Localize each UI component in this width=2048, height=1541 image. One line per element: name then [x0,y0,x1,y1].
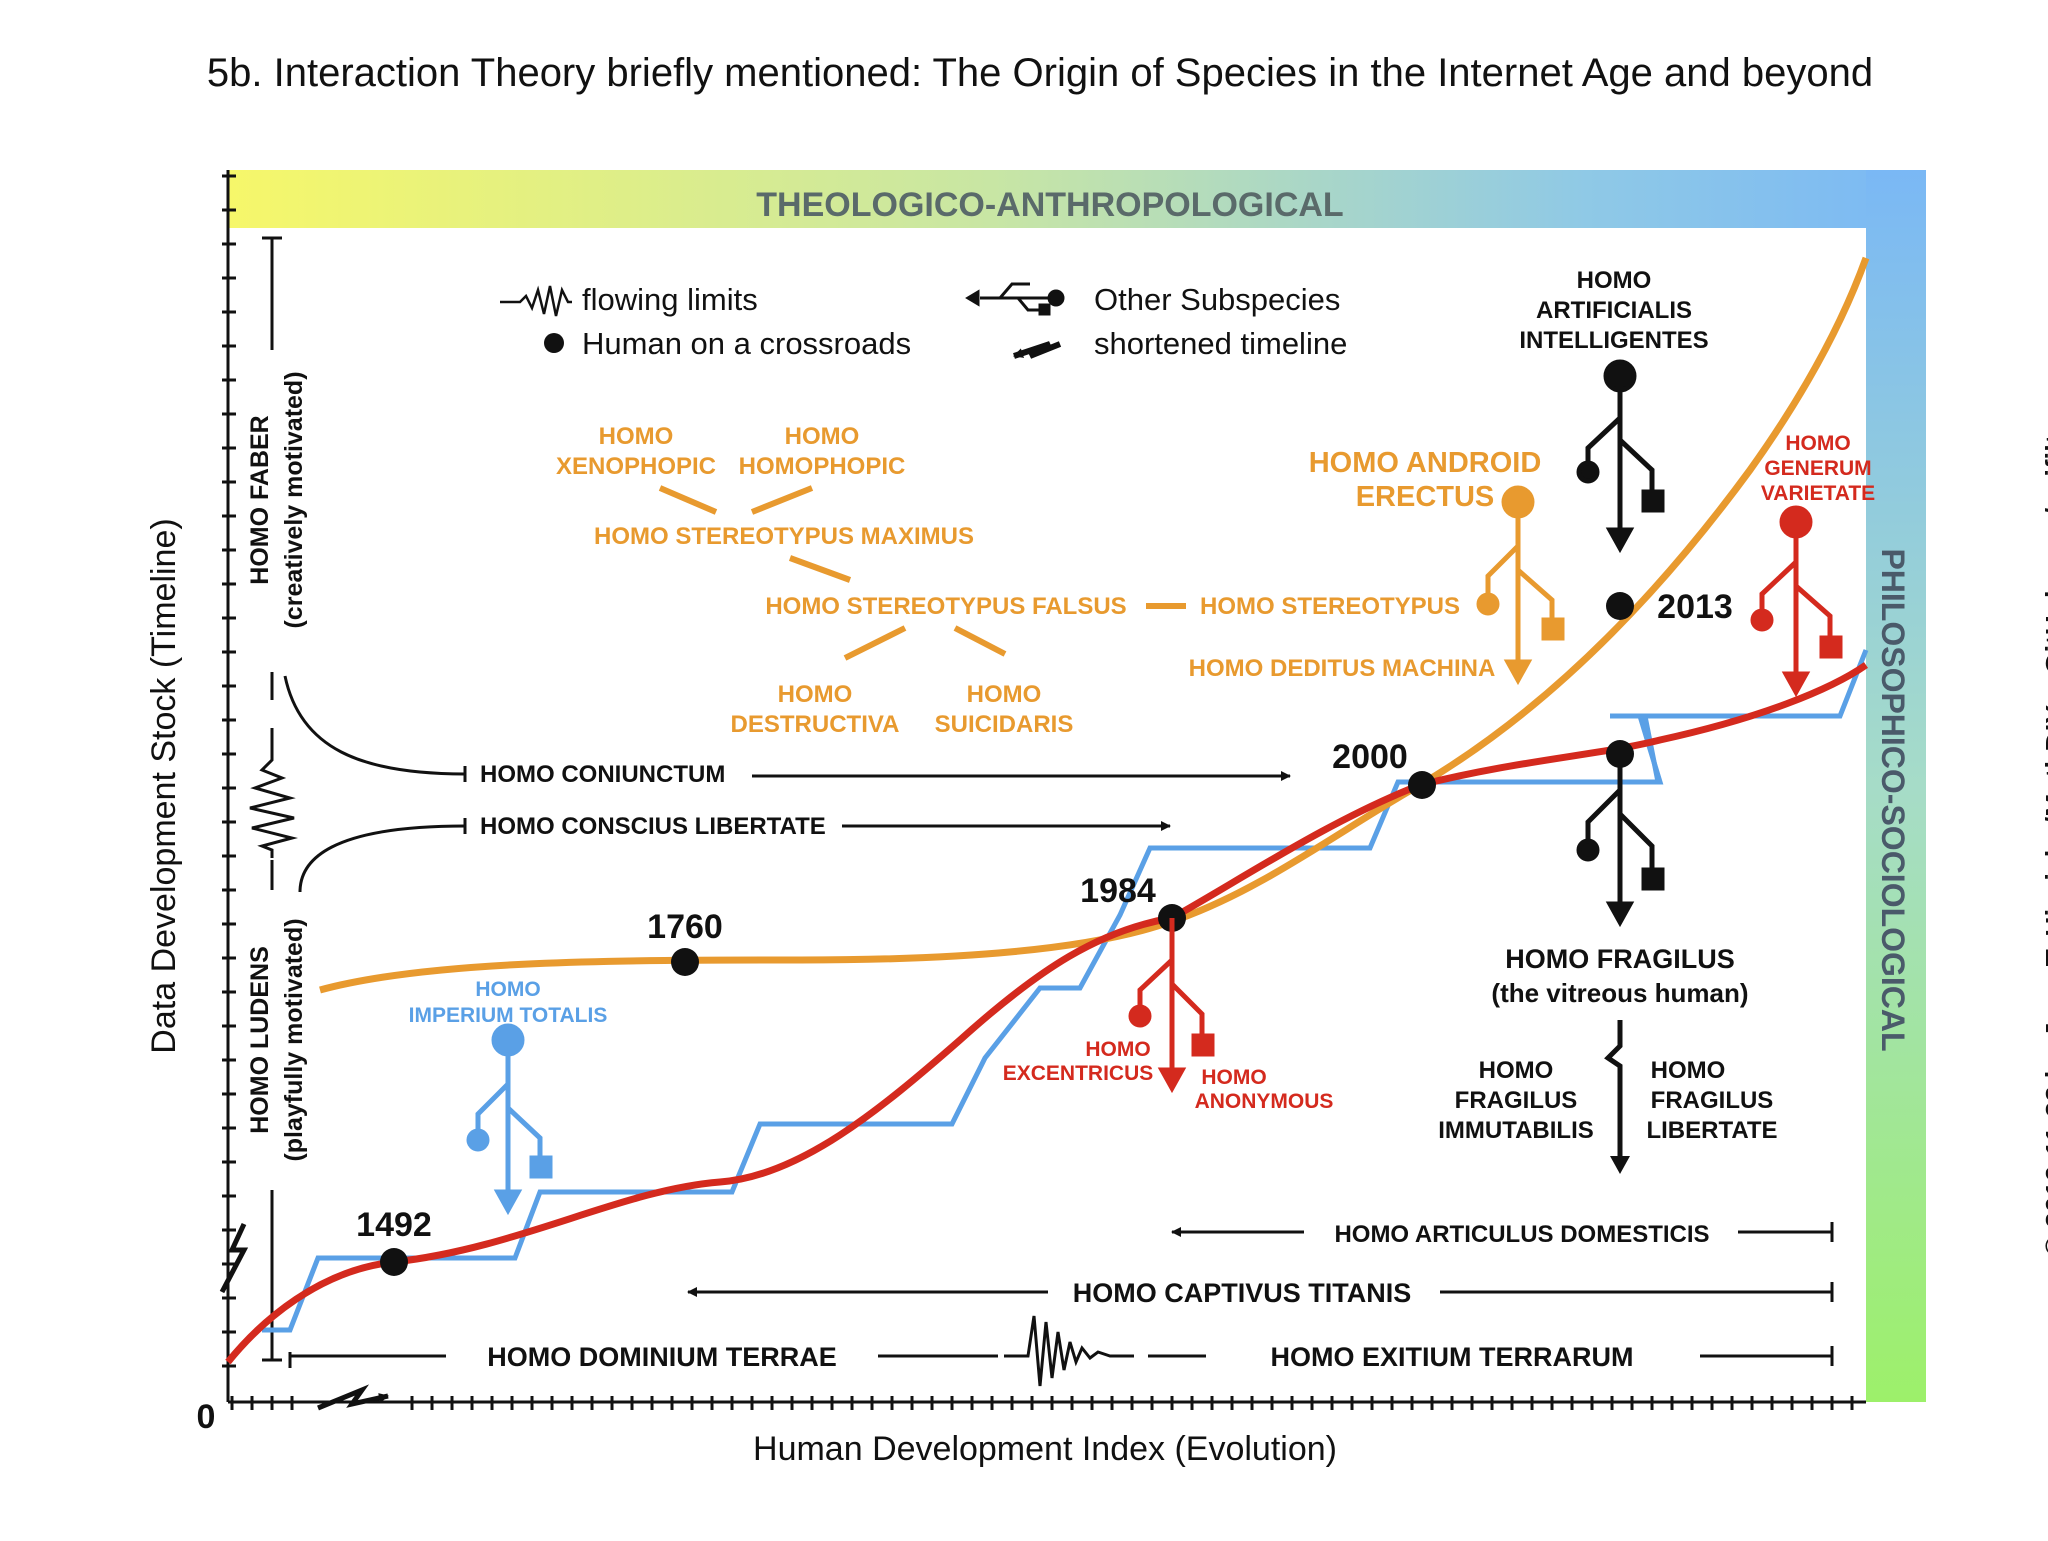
shortened-timeline-legend-icon [1013,341,1062,359]
usb-figure-excentricus [1128,918,1215,1094]
shortened-timeline-y-icon [219,1222,249,1294]
label-ai-2: ARTIFICIALIS [1536,297,1692,324]
legend-shortened: shortened timeline [1094,326,1347,361]
right-band [1866,170,1926,1402]
usb-figure-ai [1576,359,1665,554]
label-dominium: HOMO DOMINIUM TERRAE [487,1342,836,1372]
diagram-title: 5b. Interaction Theory briefly mentioned… [207,51,1873,95]
label-domesticis: HOMO ARTICULUS DOMESTICIS [1334,1221,1709,1248]
origin-label: 0 [197,1398,216,1436]
top-band-label: THEOLOGICO-ANTHROPOLOGICAL [756,186,1343,224]
label-generum-2: GENERUM [1764,457,1871,480]
label-libertate-3: LIBERTATE [1646,1117,1777,1144]
orange-curve [319,256,1870,994]
flowing-limits-vertical-icon [249,728,298,858]
homo-faber-sub: (creatively motivated) [280,371,308,628]
blue-step-line-upper [1398,649,1869,785]
x-axis-label: Human Development Index (Evolution) [753,1430,1337,1468]
copyright-prefix: © 2019-11-22 by Jens T. Hinrichs/MathDIY… [2040,674,2048,1256]
label-imperium-1: HOMO [475,978,540,1001]
label-homophopic-2: HOMOPHOPIC [739,453,906,480]
flowing-limits-horizontal-icon [1004,1315,1134,1387]
label-immutabilis-1: HOMO [1479,1057,1554,1084]
usb-figure-android [1476,485,1565,686]
label-xenophopic-2: XENOPHOPIC [556,453,716,480]
fragilus-split-arrow [1604,1020,1623,1162]
label-android-2: ERECTUS [1356,481,1495,513]
label-xenophopic-1: HOMO [599,423,674,450]
usb-figure-imperium [466,1023,553,1216]
label-deditus-machina: HOMO DEDITUS MACHINA [1189,655,1496,682]
label-immutabilis-2: FRAGILUS [1455,1087,1578,1114]
shortened-timeline-x-icon [317,1384,389,1411]
label-suicidaris-2: SUICIDARIS [935,711,1074,738]
label-conscius: HOMO CONSCIUS LIBERTATE [480,813,826,840]
label-exitium: HOMO EXITIUM TERRARUM [1271,1342,1634,1372]
label-android-1: HOMO ANDROID [1309,447,1542,479]
label-coniunctum: HOMO CONIUNCTUM [480,761,725,788]
crossroad-1492 [380,1248,408,1276]
conscius-connector [298,824,466,893]
orange-cluster: HOMO XENOPHOPIC HOMO HOMOPHOPIC HOMO STE… [556,423,1541,738]
left-brackets [262,236,282,1362]
label-generum-3: VARIETATE [1761,482,1875,505]
label-generum-1: HOMO [1785,432,1850,455]
label-stereotypus: HOMO STEREOTYPUS [1200,593,1460,620]
right-band-label: PHILOSOPHICO-SOCIOLOGICAL [1875,548,1911,1051]
label-anonymous-2: ANONYMOUS [1195,1090,1334,1113]
label-fragilus-2: (the vitreous human) [1491,978,1748,1008]
usb-figure-generum [1750,505,1843,698]
homo-ludens-label: HOMO LUDENS [246,946,274,1134]
year-2000: 2000 [1332,738,1408,776]
legend: flowing limits Human on a crossroads Oth… [500,282,1347,361]
year-2013: 2013 [1657,588,1733,626]
label-ai-3: INTELLIGENTES [1519,327,1708,354]
x-ticks [230,1396,1854,1410]
y-ticks [222,174,236,1368]
crossroad-2000 [1408,771,1436,799]
label-ai-1: HOMO [1577,267,1652,294]
label-anonymous-1: HOMO [1201,1066,1266,1089]
legend-flowing-limits: flowing limits [582,282,758,317]
blue-step-line [262,713,1662,1333]
usb-icon [965,282,1065,316]
copyright: © 2019-11-22 by Jens T. Hinrichs/MathDIY… [2040,424,2048,1256]
legend-crossroads: Human on a crossroads [582,326,911,361]
y-axis-label: Data Development Stock (Timeline) [145,518,183,1053]
label-excentricus-2: EXCENTRICUS [1003,1062,1154,1085]
label-suicidaris-1: HOMO [967,681,1042,708]
label-captivus: HOMO CAPTIVUS TITANIS [1073,1278,1412,1308]
label-imperium-2: IMPERIUM TOTALIS [409,1004,608,1027]
top-band [228,170,1926,228]
crossroad-1760 [671,948,699,976]
legend-subspecies: Other Subspecies [1094,282,1340,317]
label-destructiva-1: HOMO [778,681,853,708]
crossroad-legend-icon [544,333,564,353]
label-stereotypus-maximus: HOMO STEREOTYPUS MAXIMUS [594,523,974,550]
label-excentricus-1: HOMO [1085,1038,1150,1061]
year-1760: 1760 [647,908,723,946]
label-libertate-2: FRAGILUS [1651,1087,1774,1114]
usb-figure-fragilus [1576,754,1665,928]
flowing-limits-icon [500,285,572,317]
copyright-link[interactable]: GitHub.com/scifiltr [2040,424,2048,675]
label-libertate-1: HOMO [1651,1057,1726,1084]
homo-faber-label: HOMO FABER [246,415,274,584]
crossroad-2013 [1606,592,1634,620]
label-homophopic-1: HOMO [785,423,860,450]
label-fragilus-1: HOMO FRAGILUS [1505,944,1735,974]
year-1984: 1984 [1080,872,1156,910]
homo-ludens-sub: (playfully motivated) [280,918,308,1161]
label-destructiva-2: DESTRUCTIVA [731,711,900,738]
label-stereotypus-falsus: HOMO STEREOTYPUS FALSUS [765,593,1126,620]
label-immutabilis-3: IMMUTABILIS [1438,1117,1594,1144]
coniunctum-connector [283,675,466,776]
year-1492: 1492 [356,1206,432,1244]
